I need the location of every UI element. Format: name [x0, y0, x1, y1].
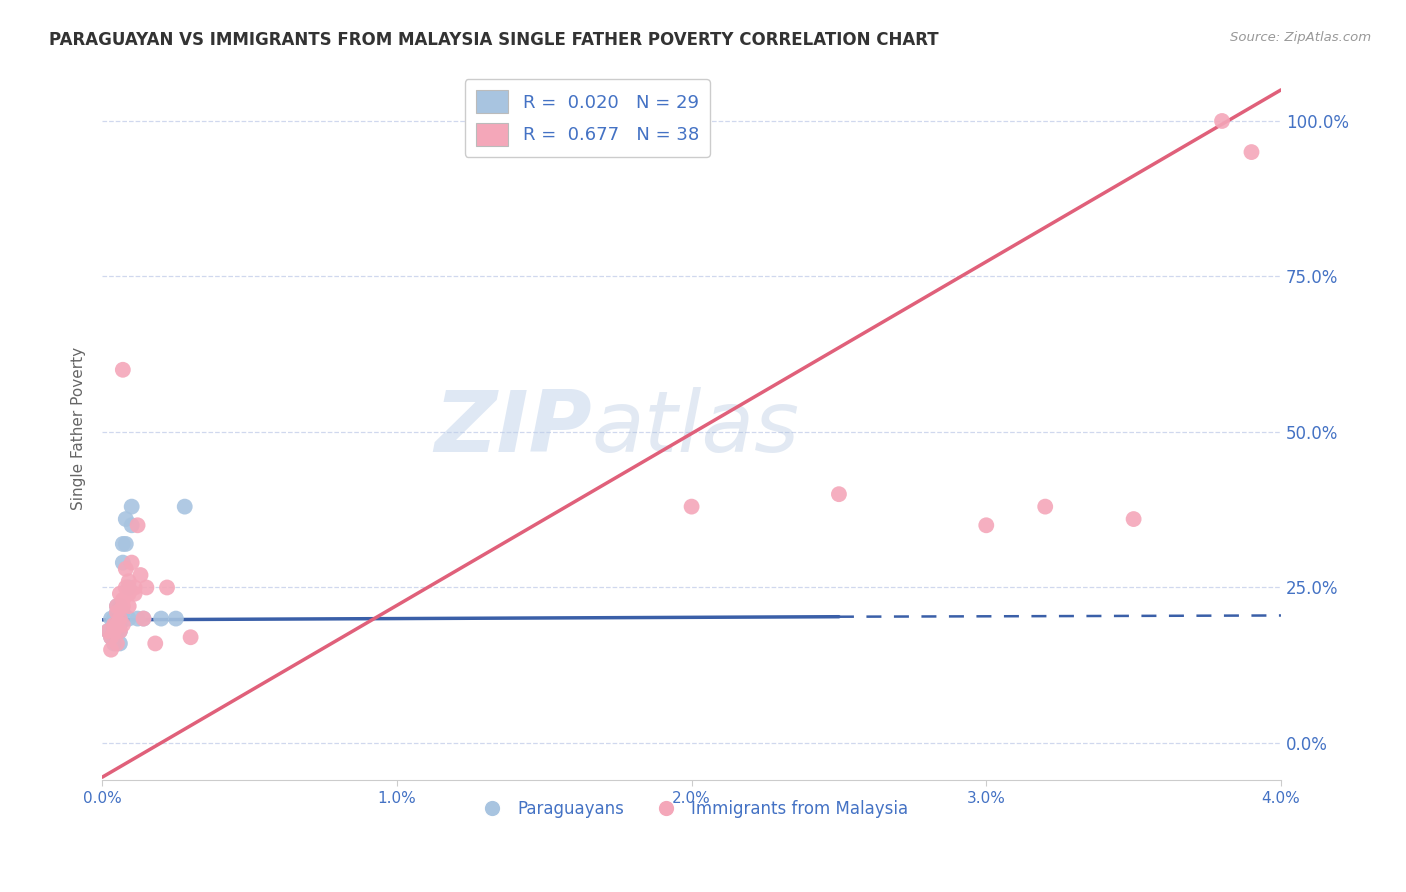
Point: [111, 599, 134, 614]
Point: [105, 624, 128, 638]
Point: [150, 611, 173, 625]
Point: [118, 587, 141, 601]
Point: [105, 606, 128, 620]
Point: [165, 611, 187, 625]
Point: [108, 617, 131, 632]
Text: ZIP: ZIP: [434, 387, 592, 470]
Point: [121, 518, 143, 533]
Point: [100, 630, 122, 644]
Point: [103, 624, 125, 638]
Point: [121, 500, 143, 514]
Point: [114, 562, 136, 576]
Point: [118, 611, 141, 625]
Point: [118, 581, 141, 595]
Point: [108, 624, 131, 638]
Point: [1240, 145, 1263, 159]
Point: [111, 593, 134, 607]
Point: [124, 587, 146, 601]
Point: [173, 500, 195, 514]
Point: [103, 617, 125, 632]
Point: [114, 512, 136, 526]
Point: [105, 599, 128, 614]
Text: Source: ZipAtlas.com: Source: ZipAtlas.com: [1230, 31, 1371, 45]
Point: [127, 518, 149, 533]
Point: [108, 624, 131, 638]
Point: [143, 636, 166, 650]
Y-axis label: Single Father Poverty: Single Father Poverty: [72, 347, 86, 510]
Point: [111, 556, 134, 570]
Point: [1211, 114, 1233, 128]
Point: [828, 487, 851, 501]
Point: [132, 611, 155, 625]
Point: [100, 642, 122, 657]
Point: [105, 617, 128, 632]
Point: [114, 581, 136, 595]
Legend: Paraguayans, Immigrants from Malaysia: Paraguayans, Immigrants from Malaysia: [468, 793, 914, 825]
Point: [1122, 512, 1144, 526]
Point: [1033, 500, 1056, 514]
Point: [108, 636, 131, 650]
Point: [111, 606, 134, 620]
Point: [118, 599, 141, 614]
Point: [105, 599, 128, 614]
Point: [681, 500, 703, 514]
Point: [124, 581, 146, 595]
Point: [129, 568, 152, 582]
Point: [127, 611, 149, 625]
Point: [97, 624, 120, 638]
Point: [97, 624, 120, 638]
Point: [121, 556, 143, 570]
Point: [103, 611, 125, 625]
Point: [111, 537, 134, 551]
Point: [135, 581, 157, 595]
Text: atlas: atlas: [592, 387, 800, 470]
Point: [111, 617, 134, 632]
Point: [108, 599, 131, 614]
Point: [105, 606, 128, 620]
Point: [111, 363, 134, 377]
Point: [132, 611, 155, 625]
Point: [108, 611, 131, 625]
Point: [105, 617, 128, 632]
Point: [105, 636, 128, 650]
Point: [180, 630, 202, 644]
Point: [974, 518, 997, 533]
Point: [103, 617, 125, 632]
Point: [108, 587, 131, 601]
Point: [118, 574, 141, 589]
Point: [100, 630, 122, 644]
Point: [114, 537, 136, 551]
Point: [100, 611, 122, 625]
Text: PARAGUAYAN VS IMMIGRANTS FROM MALAYSIA SINGLE FATHER POVERTY CORRELATION CHART: PARAGUAYAN VS IMMIGRANTS FROM MALAYSIA S…: [49, 31, 939, 49]
Point: [103, 636, 125, 650]
Point: [156, 581, 179, 595]
Point: [108, 611, 131, 625]
